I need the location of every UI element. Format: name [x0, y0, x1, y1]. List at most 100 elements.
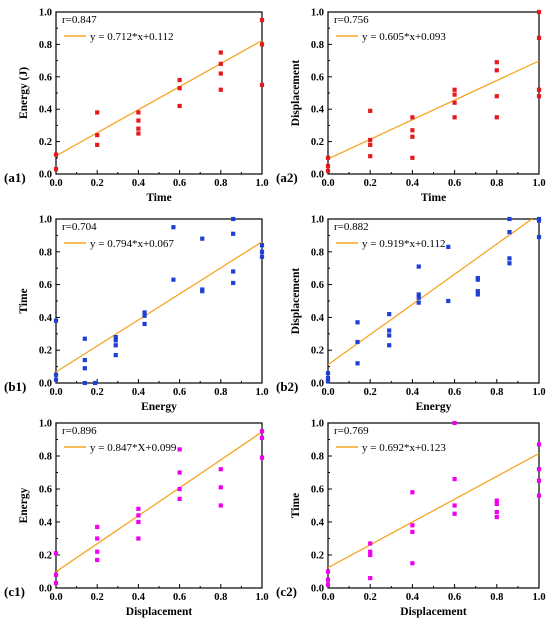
y-tick-label: 0.2 [311, 137, 324, 148]
data-point [446, 298, 451, 304]
data-point [259, 429, 265, 434]
data-point [536, 35, 542, 41]
data-point [536, 218, 542, 223]
data-point [507, 261, 512, 266]
y-tick-label: 0.0 [311, 584, 324, 595]
data-point [95, 524, 100, 530]
y-tick-label: 0.0 [39, 379, 52, 390]
data-point [494, 514, 499, 520]
data-point [259, 42, 265, 47]
x-tick-label: 0.6 [173, 387, 186, 398]
y-tick-label: 0.8 [311, 247, 324, 258]
data-point [95, 133, 100, 138]
data-point [218, 485, 223, 490]
x-tick-label: 0.4 [132, 592, 146, 603]
y-tick-label: 0.0 [311, 170, 324, 181]
y-tick-label: 0.2 [39, 551, 52, 562]
y-tick-label: 0.4 [311, 105, 325, 116]
correlation-label: r=0.882 [334, 221, 369, 233]
y-tick-label: 0.8 [39, 452, 52, 463]
data-point [387, 343, 392, 348]
panel-label: (a2) [276, 170, 298, 185]
data-point [136, 118, 141, 123]
regression-line [56, 39, 262, 157]
panel-label: (c2) [276, 584, 297, 599]
data-point [95, 557, 100, 563]
y-tick-label: 0.2 [39, 346, 52, 357]
x-tick-label: 0.0 [321, 178, 334, 189]
data-point [218, 503, 223, 508]
data-point [218, 61, 223, 66]
data-point [82, 380, 87, 386]
y-tick-label: 0.6 [39, 485, 52, 496]
y-tick-label: 0.8 [39, 40, 52, 51]
data-point [325, 582, 331, 587]
y-tick-label: 0.6 [311, 72, 324, 83]
data-point [368, 541, 373, 546]
data-point [136, 126, 141, 131]
correlation-label: r=0.756 [334, 14, 369, 26]
data-point [368, 108, 373, 113]
data-point [53, 580, 59, 586]
data-point [325, 569, 331, 574]
scatter-panel: 0.0 0.2 0.4 0.6 0.8 1.0 0.0 0.2 0.4 0.6 0.8 1.0 Ener… [276, 215, 546, 414]
y-tick-label: 0.4 [39, 518, 53, 529]
data-point [507, 256, 512, 261]
data-point [218, 50, 223, 55]
panel-label: (a1) [4, 170, 26, 185]
x-axis-title: Time [421, 192, 446, 204]
fit-equation-label: y = 0.847*X+0.099 [90, 442, 177, 454]
data-point [200, 236, 205, 241]
data-point [507, 230, 512, 235]
data-point [387, 333, 392, 338]
data-point [410, 561, 415, 566]
data-point [494, 68, 499, 73]
fit-equation-label: y = 0.692*x+0.123 [362, 442, 446, 454]
data-point [259, 254, 265, 259]
x-tick-label: 1.0 [255, 387, 268, 398]
fit-equation-label: y = 0.605*x+0.093 [362, 31, 446, 43]
x-tick-label: 0.0 [321, 592, 334, 603]
data-point [452, 100, 457, 105]
data-point [452, 92, 457, 97]
data-point [410, 115, 415, 120]
data-point [452, 503, 457, 508]
x-tick-label: 0.6 [448, 387, 461, 398]
data-point [231, 231, 236, 236]
fit-equation-label: y = 0.794*x+0.067 [90, 238, 174, 250]
data-point [387, 328, 392, 333]
data-point [452, 511, 457, 516]
data-point [536, 94, 542, 99]
x-tick-label: 0.4 [132, 178, 146, 189]
data-point [368, 154, 373, 159]
data-point [536, 478, 542, 483]
x-tick-label: 0.6 [448, 178, 461, 189]
x-axis-title: Energy [141, 401, 177, 413]
data-point [536, 234, 542, 240]
x-tick-label: 0.2 [364, 387, 377, 398]
data-point [536, 87, 542, 92]
data-point [231, 269, 236, 274]
x-tick-label: 0.2 [91, 387, 104, 398]
y-tick-label: 0.6 [39, 72, 52, 83]
y-tick-label: 0.4 [311, 518, 325, 529]
regression-line [328, 452, 539, 569]
y-tick-label: 0.6 [311, 485, 324, 496]
data-point [82, 366, 87, 371]
correlation-label: r=0.847 [62, 14, 97, 26]
data-point [259, 455, 265, 460]
x-tick-label: 1.0 [255, 178, 268, 189]
data-point [452, 87, 457, 92]
data-point [218, 467, 223, 472]
data-point [368, 142, 373, 147]
data-point [416, 292, 421, 297]
y-tick-label: 1.0 [39, 8, 52, 19]
data-point [494, 94, 499, 99]
data-point [368, 549, 373, 554]
data-point [410, 134, 415, 139]
data-point [142, 313, 147, 318]
y-tick-label: 0.4 [39, 313, 53, 324]
data-point [171, 277, 176, 282]
data-point [200, 289, 205, 294]
